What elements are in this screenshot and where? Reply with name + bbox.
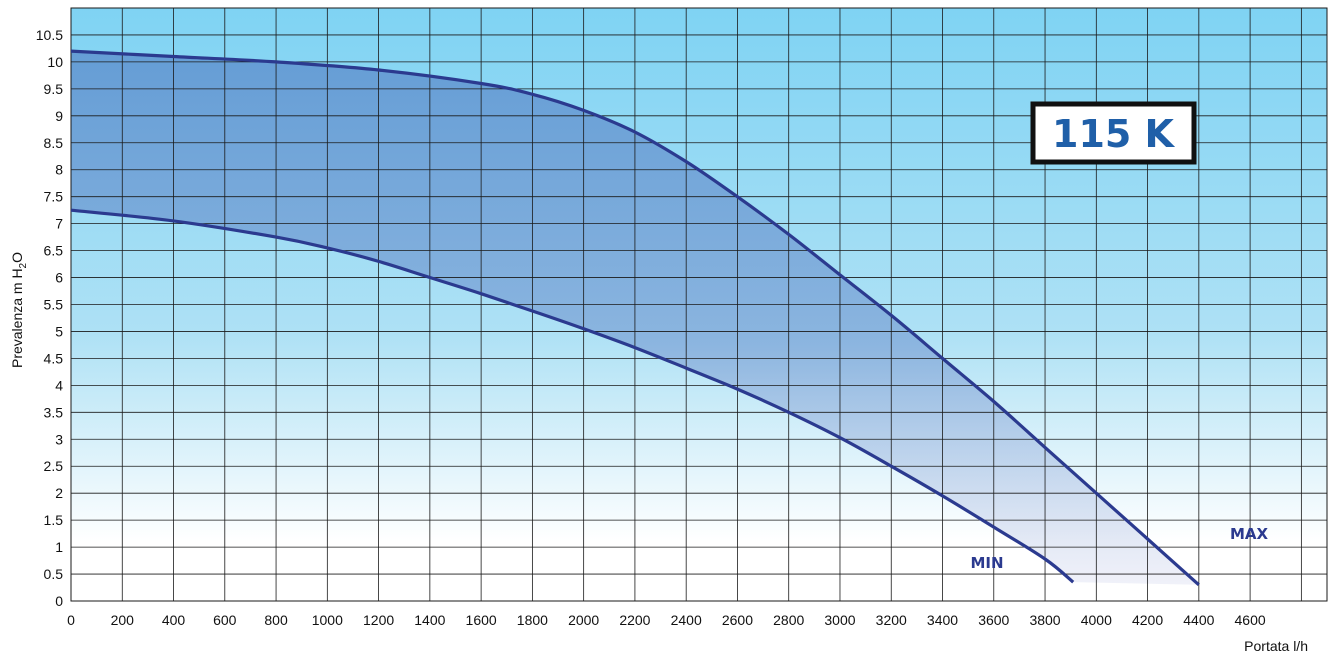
- y-tick-label: 4.5: [44, 350, 64, 366]
- x-tick-label: 1400: [414, 612, 445, 628]
- model-badge-box: [1030, 101, 1197, 165]
- x-tick-label: 1800: [517, 612, 548, 628]
- curves: [70, 49, 1200, 586]
- y-tick-label: 7: [55, 216, 63, 232]
- y-tick-label: 4: [55, 377, 63, 393]
- x-tick-label: 1600: [466, 612, 497, 628]
- y-tick-label: 7.5: [44, 189, 64, 205]
- x-tick-label: 3200: [876, 612, 907, 628]
- y-tick-label: 3: [55, 431, 63, 447]
- y-tick-label: 0: [55, 593, 63, 609]
- x-tick-label: 600: [213, 612, 237, 628]
- x-tick-label: 4200: [1132, 612, 1163, 628]
- y-tick-label: 1: [55, 539, 63, 555]
- x-axis-title: Portata l/h: [1244, 638, 1308, 654]
- y-tick-label: 0.5: [44, 566, 64, 582]
- x-tick-label: 1200: [363, 612, 394, 628]
- x-tick-label: 4400: [1183, 612, 1214, 628]
- y-tick-label: 8: [55, 162, 63, 178]
- y-tick-label: 2: [55, 485, 63, 501]
- y-tick-label: 6: [55, 270, 63, 286]
- x-tick-label: 4600: [1235, 612, 1266, 628]
- y-tick-labels: 0 0.5 1 1.5 2 2.5 3 3.5 4 4.5 5 5.5 6 6.5 7 7.5 8 8.5 9 9.5…: [36, 27, 63, 609]
- y-axis-title-suffix: O: [9, 252, 25, 263]
- y-axis-title: Prevalenza m H2O: [9, 252, 29, 368]
- y-tick-label: 6.5: [44, 243, 64, 259]
- x-tick-label: 200: [111, 612, 135, 628]
- y-axis-title-main: Prevalenza m H: [9, 268, 25, 368]
- x-tick-label: 800: [264, 612, 288, 628]
- plot-border: [70, 7, 1328, 602]
- y-tick-label: 10.5: [36, 27, 63, 43]
- x-tick-label: 400: [162, 612, 186, 628]
- x-tick-label: 3400: [927, 612, 958, 628]
- x-tick-label: 1000: [312, 612, 343, 628]
- series-label-min: MIN: [970, 554, 1003, 572]
- model-badge: 115 K: [1030, 101, 1197, 165]
- x-tick-label: 2800: [773, 612, 804, 628]
- series-label-max: MAX: [1230, 525, 1269, 543]
- y-tick-label: 5: [55, 323, 63, 339]
- y-tick-label: 10: [47, 54, 63, 70]
- y-tick-label: 8.5: [44, 135, 64, 151]
- y-tick-label: 9.5: [44, 81, 64, 97]
- x-tick-label: 2200: [619, 612, 650, 628]
- y-tick-label: 1.5: [44, 512, 64, 528]
- x-tick-label: 2400: [671, 612, 702, 628]
- y-tick-label: 9: [55, 108, 63, 124]
- x-tick-label: 0: [67, 612, 75, 628]
- y-tick-label: 3.5: [44, 404, 64, 420]
- x-tick-label: 2000: [568, 612, 599, 628]
- series-line-max: [70, 49, 1200, 586]
- x-tick-label: 3600: [978, 612, 1009, 628]
- model-badge-text: 115 K: [1052, 112, 1176, 156]
- x-tick-label: 3800: [1029, 612, 1060, 628]
- series-line-min: [70, 208, 1075, 584]
- y-tick-label: 5.5: [44, 297, 64, 313]
- x-tick-label: 2600: [722, 612, 753, 628]
- y-axis-title-subscript: 2: [18, 262, 29, 268]
- y-tick-label: 2.5: [44, 458, 64, 474]
- x-tick-label: 3000: [824, 612, 855, 628]
- x-tick-label: 4000: [1081, 612, 1112, 628]
- x-tick-labels: 0 200 400 600 800 1000 1200 1400 1600 1800 2000 220…: [67, 612, 1266, 628]
